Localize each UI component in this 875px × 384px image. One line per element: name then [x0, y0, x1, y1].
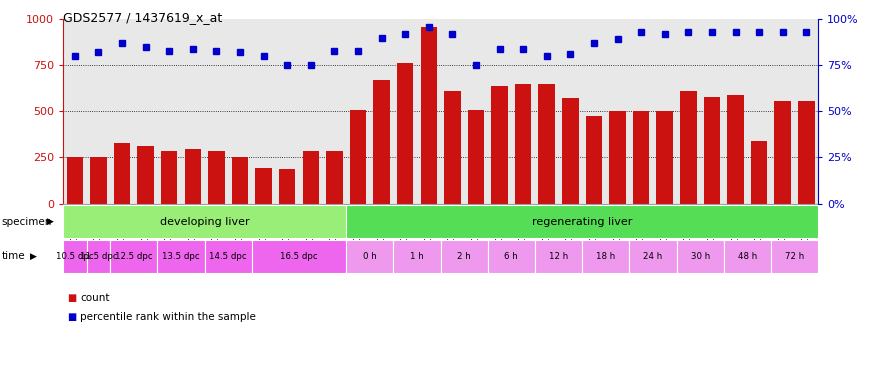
Text: 16.5 dpc: 16.5 dpc [280, 252, 318, 261]
Bar [609, 111, 626, 204]
Bar [90, 157, 107, 204]
Bar [397, 63, 413, 204]
Bar [538, 84, 555, 204]
Bar [514, 84, 531, 204]
Text: count: count [80, 293, 110, 303]
Text: ■: ■ [67, 312, 77, 322]
Text: 12.5 dpc: 12.5 dpc [115, 252, 152, 261]
Bar [704, 97, 720, 204]
Text: 13.5 dpc: 13.5 dpc [162, 252, 200, 261]
Text: developing liver: developing liver [160, 217, 249, 227]
Text: ▶: ▶ [47, 217, 54, 226]
Bar [421, 26, 437, 204]
Text: 72 h: 72 h [785, 252, 804, 261]
Text: 48 h: 48 h [738, 252, 757, 261]
Text: GDS2577 / 1437619_x_at: GDS2577 / 1437619_x_at [63, 12, 222, 25]
Bar [326, 151, 343, 204]
Text: 2 h: 2 h [458, 252, 471, 261]
Bar [727, 95, 744, 204]
Bar [185, 149, 201, 204]
Bar [303, 151, 319, 204]
Text: 12 h: 12 h [549, 252, 568, 261]
Bar [114, 143, 130, 204]
Bar [232, 157, 248, 204]
Bar [798, 101, 815, 204]
Bar [656, 111, 673, 204]
Text: 30 h: 30 h [690, 252, 710, 261]
Text: 6 h: 6 h [505, 252, 518, 261]
Bar [161, 151, 178, 204]
Bar [751, 141, 767, 204]
Bar [66, 157, 83, 204]
Bar [774, 101, 791, 204]
Text: ▶: ▶ [30, 252, 37, 261]
Bar [468, 111, 484, 204]
Text: 11.5 dpc: 11.5 dpc [80, 252, 117, 261]
Bar [208, 151, 225, 204]
Text: ■: ■ [67, 293, 77, 303]
Bar [633, 111, 649, 204]
Text: 24 h: 24 h [643, 252, 662, 261]
Bar [444, 91, 460, 204]
Bar [491, 86, 508, 204]
Bar [350, 111, 367, 204]
Text: 10.5 dpc: 10.5 dpc [56, 252, 94, 261]
Bar [137, 146, 154, 204]
Text: specimen: specimen [2, 217, 52, 227]
Bar [680, 91, 696, 204]
Bar [374, 80, 390, 204]
Bar [279, 169, 296, 204]
Text: percentile rank within the sample: percentile rank within the sample [80, 312, 256, 322]
Text: regenerating liver: regenerating liver [532, 217, 633, 227]
Text: 1 h: 1 h [410, 252, 424, 261]
Bar [585, 116, 602, 204]
Text: 14.5 dpc: 14.5 dpc [209, 252, 247, 261]
Text: 0 h: 0 h [363, 252, 376, 261]
Text: time: time [2, 251, 25, 262]
Text: 18 h: 18 h [596, 252, 615, 261]
Bar [255, 167, 272, 204]
Bar [562, 98, 578, 204]
